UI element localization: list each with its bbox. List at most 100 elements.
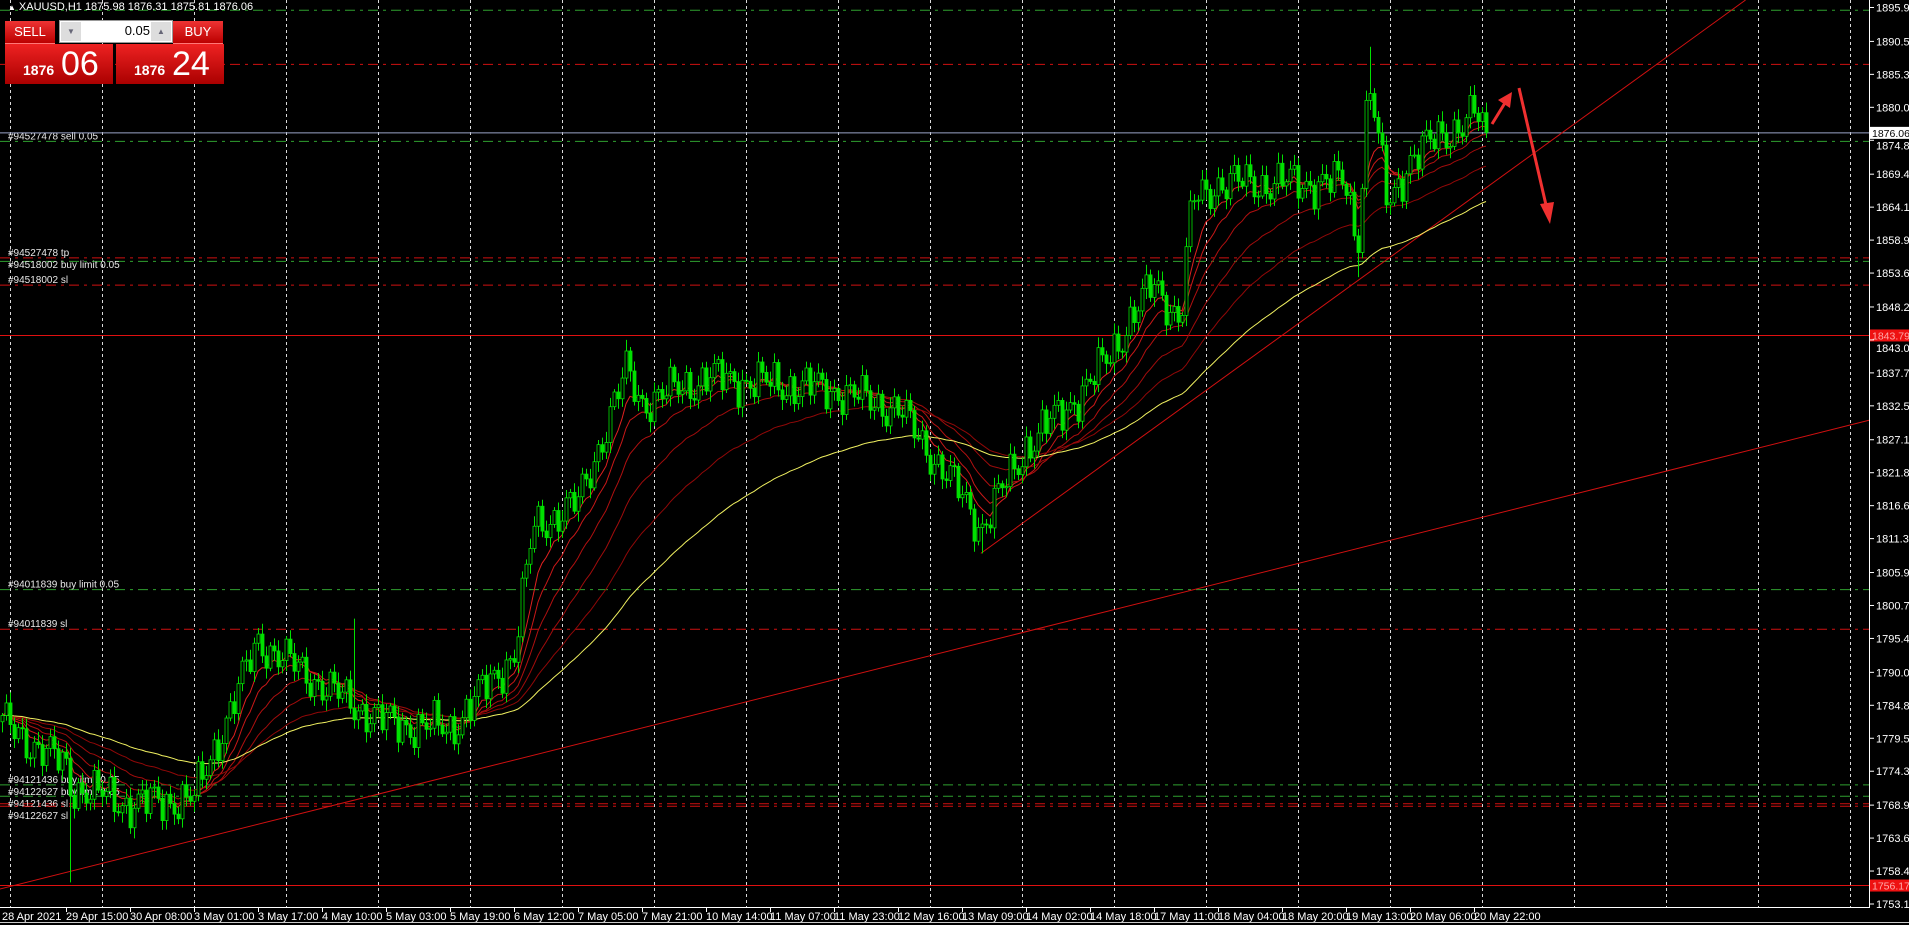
candle-body bbox=[988, 524, 993, 529]
candle-body bbox=[132, 807, 137, 829]
time-tick-label: 7 May 05:00 bbox=[578, 911, 639, 923]
candle-body bbox=[4, 702, 9, 716]
candle-body bbox=[1276, 162, 1281, 185]
candle-body bbox=[992, 487, 997, 529]
lot-size-input[interactable] bbox=[82, 21, 152, 40]
candle-body bbox=[712, 363, 717, 379]
candle-body bbox=[748, 380, 753, 389]
candle-body bbox=[1200, 179, 1205, 201]
candle-body bbox=[792, 376, 797, 405]
increase-lot-icon[interactable]: ▲ bbox=[151, 22, 171, 41]
time-axis[interactable]: 28 Apr 2021 29 Apr 15:00 30 Apr 08:00 3 May… bbox=[2, 907, 1541, 923]
candle-body bbox=[1344, 183, 1349, 196]
price-axis[interactable]: 1895.95 1890.55 1885.30 1880.05 1874.80 1869.… bbox=[1870, 3, 1909, 912]
candle-body bbox=[196, 761, 201, 796]
candle-body bbox=[704, 367, 709, 392]
candle-body bbox=[1212, 195, 1217, 209]
candle-body bbox=[400, 719, 405, 743]
sell-price-button[interactable]: 1876 06 bbox=[5, 44, 113, 84]
trendline[interactable] bbox=[980, 0, 1746, 554]
candle-body bbox=[492, 669, 497, 675]
candle-body bbox=[56, 748, 61, 771]
lot-size-stepper[interactable]: ▼ ▲ bbox=[59, 20, 173, 43]
price-tick-label: 1864.15 bbox=[1876, 202, 1909, 214]
candle-body bbox=[1000, 483, 1005, 489]
candle-body bbox=[468, 698, 473, 721]
candle-body bbox=[920, 430, 925, 440]
price-tick-label: 1753.15 bbox=[1876, 899, 1909, 911]
time-tick-label: 5 May 03:00 bbox=[386, 911, 447, 923]
candle-body bbox=[288, 638, 293, 654]
candle-body bbox=[344, 679, 349, 693]
candle-body bbox=[860, 375, 865, 400]
candle-body bbox=[1272, 183, 1277, 200]
candle-body bbox=[1372, 93, 1377, 118]
price-marker-box bbox=[1870, 879, 1909, 892]
candle-body bbox=[772, 362, 777, 387]
candle-body bbox=[904, 399, 909, 418]
trendlines[interactable] bbox=[0, 0, 1870, 904]
candle-body bbox=[484, 674, 489, 700]
candle-body bbox=[1288, 168, 1293, 183]
time-tick-label: 17 May 11:00 bbox=[1154, 911, 1220, 923]
time-tick-label: 3 May 01:00 bbox=[194, 911, 255, 923]
candle-body bbox=[1208, 188, 1213, 209]
candle-body bbox=[1448, 146, 1453, 149]
candle-body bbox=[1268, 193, 1273, 200]
candle-body bbox=[836, 388, 841, 401]
candle-body bbox=[768, 381, 773, 387]
annotation-arrows[interactable] bbox=[1490, 87, 1554, 224]
candle-body bbox=[940, 454, 945, 480]
candle-body bbox=[796, 396, 801, 405]
candle-body bbox=[1436, 121, 1441, 150]
candle-body bbox=[508, 658, 513, 661]
candle-body bbox=[332, 671, 337, 684]
candle-body bbox=[596, 444, 601, 463]
candle-body bbox=[932, 463, 937, 475]
candle-body bbox=[624, 350, 629, 379]
decrease-lot-icon[interactable]: ▼ bbox=[61, 22, 81, 41]
candle-body bbox=[272, 645, 277, 652]
buy-price-prefix: 1876 bbox=[134, 62, 166, 78]
candle-body bbox=[84, 792, 89, 804]
candle-body bbox=[40, 744, 45, 766]
candle-body bbox=[408, 724, 413, 738]
candle-body bbox=[1412, 154, 1417, 157]
candle-body bbox=[844, 385, 849, 415]
candle-body bbox=[116, 811, 121, 814]
candle-body bbox=[1388, 202, 1393, 206]
candle-body bbox=[876, 393, 881, 409]
candle-body bbox=[908, 399, 913, 411]
candle-body bbox=[960, 494, 965, 499]
buy-price-button[interactable]: 1876 24 bbox=[116, 44, 224, 84]
candle-body bbox=[156, 786, 161, 799]
candle-body bbox=[1300, 188, 1305, 199]
candle-body bbox=[300, 656, 305, 663]
candle-body bbox=[44, 747, 49, 766]
trendline[interactable] bbox=[0, 419, 1870, 903]
candle-body bbox=[696, 385, 701, 401]
candle-body bbox=[1264, 175, 1269, 195]
candle-body bbox=[1140, 287, 1145, 312]
candle-body bbox=[1240, 180, 1245, 187]
order-lines: #94527478 sell 0.05#94527478 tp#94518002… bbox=[0, 9, 1869, 822]
candle-body bbox=[220, 743, 225, 762]
buy-button[interactable]: BUY bbox=[173, 21, 223, 44]
candle-body bbox=[672, 366, 677, 383]
candle-body bbox=[144, 789, 149, 814]
candle-body bbox=[608, 406, 613, 443]
sell-button[interactable]: SELL bbox=[5, 21, 55, 44]
candle-body bbox=[168, 793, 173, 804]
candle-body bbox=[388, 705, 393, 713]
candle-body bbox=[1324, 173, 1329, 180]
candle-body bbox=[252, 642, 257, 672]
candle-body bbox=[172, 803, 177, 815]
candle-body bbox=[1256, 195, 1261, 198]
candle-body bbox=[592, 461, 597, 489]
down-arrow-icon[interactable] bbox=[1517, 87, 1548, 206]
candle-body bbox=[1048, 417, 1053, 434]
candle-body bbox=[104, 791, 109, 797]
candle-body bbox=[236, 683, 241, 714]
candle-body bbox=[136, 793, 141, 809]
